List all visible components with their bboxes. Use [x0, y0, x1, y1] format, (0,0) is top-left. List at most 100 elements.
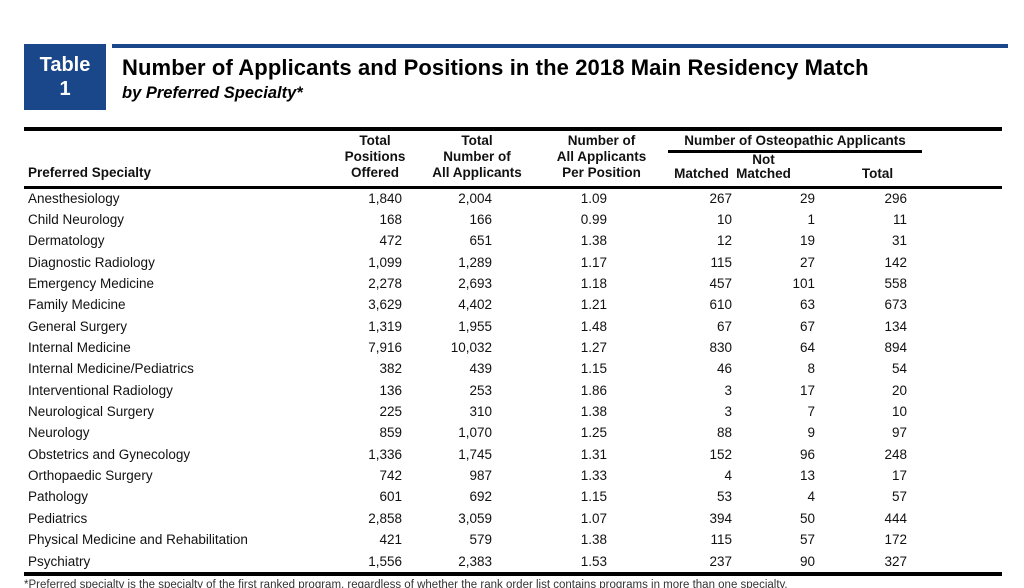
cell-osteo-total: 20 [891, 382, 908, 398]
header-total-positions-offered: Total Positions Offered [330, 131, 405, 189]
cell-osteo-not-matched: 50 [799, 510, 815, 526]
cell-positions-offered: 136 [379, 382, 402, 398]
cell-total-applicants: 439 [469, 361, 492, 377]
cell-osteo-not-matched: 90 [799, 553, 815, 569]
header-total-number-applicants: Total Number of All Applicants [404, 131, 522, 189]
badge-word: Table [39, 54, 91, 76]
cell-positions-offered: 1,556 [368, 553, 402, 569]
cell-applicants-per-position: 1.33 [580, 468, 607, 484]
table-row: Neurological Surgery 225 310 1.38 3 7 10 [24, 401, 1002, 422]
table-body: Anesthesiology 1,840 2,004 1.09 267 29 2… [24, 188, 1002, 572]
table-row: Physical Medicine and Rehabilitation 421… [24, 529, 1002, 550]
cell-osteo-total: 54 [891, 361, 908, 377]
cell-osteo-total: 673 [884, 297, 908, 313]
cell-osteo-total: 894 [884, 340, 908, 356]
cell-specialty: Family Medicine [28, 297, 126, 313]
table-row: General Surgery 1,319 1,955 1.48 67 67 1… [24, 316, 1002, 337]
cell-specialty: Emergency Medicine [28, 276, 155, 292]
table-subtitle: by Preferred Specialty* [122, 84, 303, 102]
cell-osteo-not-matched: 8 [807, 361, 815, 377]
cell-osteo-not-matched: 63 [799, 297, 815, 313]
cell-specialty: Dermatology [28, 233, 105, 249]
cell-osteo-matched: 115 [710, 254, 732, 270]
table-title: Number of Applicants and Positions in th… [122, 55, 869, 80]
cell-osteo-total: 444 [884, 510, 908, 526]
cell-total-applicants: 2,004 [458, 191, 492, 207]
cell-positions-offered: 2,858 [368, 510, 402, 526]
cell-osteo-matched: 267 [709, 191, 732, 207]
cell-applicants-per-position: 1.86 [580, 382, 607, 398]
table-row: Pediatrics 2,858 3,059 1.07 394 50 444 [24, 508, 1002, 529]
table-header: Preferred Specialty Total Positions Offe… [24, 131, 1003, 189]
cell-total-applicants: 3,059 [458, 510, 492, 526]
title-area: Number of Applicants and Positions in th… [112, 44, 1008, 110]
cell-positions-offered: 1,319 [368, 318, 402, 334]
cell-positions-offered: 225 [379, 404, 402, 420]
cell-specialty: Diagnostic Radiology [28, 254, 155, 270]
cell-osteo-matched: 53 [716, 489, 732, 505]
table-bottom-rule [24, 571, 1002, 576]
cell-osteo-total: 296 [884, 191, 908, 207]
cell-osteo-matched: 152 [709, 446, 732, 462]
header-osteo-not-matched: Not Matched [734, 153, 817, 189]
cell-specialty: General Surgery [28, 318, 128, 334]
cell-osteo-not-matched: 29 [799, 191, 815, 207]
table-row: Family Medicine 3,629 4,402 1.21 610 63 … [24, 294, 1002, 315]
cell-applicants-per-position: 1.18 [580, 276, 607, 292]
header-osteo-total: Total [817, 153, 1003, 189]
cell-applicants-per-position: 0.99 [580, 212, 607, 228]
table-top-rule [24, 127, 1002, 131]
cell-osteo-total: 31 [891, 233, 908, 249]
cell-applicants-per-position: 1.09 [580, 191, 607, 207]
cell-specialty: Physical Medicine and Rehabilitation [28, 532, 248, 548]
cell-positions-offered: 7,916 [368, 340, 402, 356]
cell-osteo-not-matched: 67 [799, 318, 815, 334]
cell-applicants-per-position: 1.48 [580, 318, 607, 334]
cell-osteo-not-matched: 27 [799, 254, 815, 270]
cell-total-applicants: 1,289 [458, 254, 492, 270]
cell-osteo-total: 558 [884, 276, 908, 292]
cell-osteo-not-matched: 19 [799, 233, 815, 249]
cell-osteo-matched: 46 [716, 361, 732, 377]
cell-osteo-matched: 3 [724, 382, 732, 398]
cell-osteo-total: 134 [884, 318, 908, 334]
cell-osteo-not-matched: 64 [799, 340, 815, 356]
cell-total-applicants: 166 [469, 212, 492, 228]
table-row: Obstetrics and Gynecology 1,336 1,745 1.… [24, 444, 1002, 465]
cell-specialty: Child Neurology [28, 212, 125, 228]
table-row: Anesthesiology 1,840 2,004 1.09 267 29 2… [24, 188, 1002, 209]
cell-applicants-per-position: 1.27 [580, 340, 607, 356]
header-osteo-matched: Matched [609, 153, 734, 189]
cell-osteo-matched: 3 [724, 404, 732, 420]
table-title-bar: Table 1 Number of Applicants and Positio… [24, 44, 1008, 110]
cell-osteo-matched: 88 [716, 425, 732, 441]
cell-total-applicants: 1,070 [458, 425, 492, 441]
cell-applicants-per-position: 1.38 [580, 404, 607, 420]
cell-osteo-matched: 610 [709, 297, 732, 313]
table-number-badge: Table 1 [24, 44, 106, 110]
cell-osteo-total: 11 [893, 212, 908, 228]
cell-positions-offered: 742 [379, 468, 402, 484]
cell-total-applicants: 4,402 [458, 297, 492, 313]
cell-specialty: Orthopaedic Surgery [28, 468, 153, 484]
header-applicants-per-position: Number of All Applicants Per Position [494, 131, 646, 189]
cell-osteo-matched: 4 [724, 468, 732, 484]
cell-specialty: Pathology [28, 489, 89, 505]
cell-applicants-per-position: 1.31 [580, 446, 607, 462]
cell-osteo-not-matched: 17 [799, 382, 815, 398]
table-row: Neurology 859 1,070 1.25 88 9 97 [24, 422, 1002, 443]
cell-osteo-matched: 12 [716, 233, 732, 249]
cell-applicants-per-position: 1.15 [580, 361, 607, 377]
cell-total-applicants: 651 [469, 233, 492, 249]
table-row: Emergency Medicine 2,278 2,693 1.18 457 … [24, 273, 1002, 294]
cell-specialty: Interventional Radiology [28, 382, 173, 398]
cell-total-applicants: 310 [469, 404, 492, 420]
cell-positions-offered: 601 [379, 489, 402, 505]
cell-applicants-per-position: 1.21 [580, 297, 607, 313]
header-preferred-specialty: Preferred Specialty [24, 131, 330, 189]
cell-positions-offered: 168 [379, 212, 402, 228]
cell-total-applicants: 987 [469, 468, 492, 484]
cell-applicants-per-position: 1.53 [580, 553, 607, 569]
cell-total-applicants: 1,745 [458, 446, 492, 462]
